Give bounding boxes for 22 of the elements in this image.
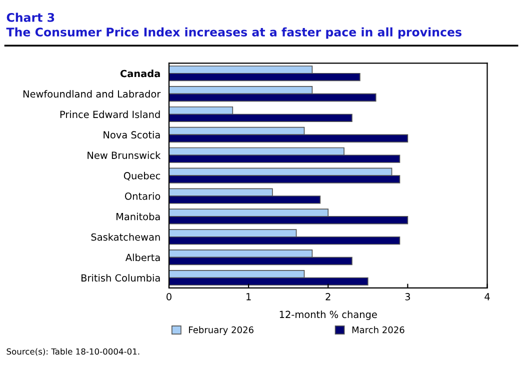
y-tick-label: Canada [120,70,160,78]
y-tick-label: Prince Edward Island [60,110,160,118]
y-tick-label: Saskatchewan [91,233,160,241]
x-tick-label: 4 [484,293,490,300]
chart-subtitle: The Consumer Price Index increases at a faster pace in all provinces [6,27,462,39]
x-tick-label: 3 [405,293,410,300]
y-tick-label: British Columbia [82,274,160,282]
x-tick-label: 0 [166,293,172,300]
y-tick-label: Newfoundland and Labrador [23,90,161,98]
x-axis-title: 12-month % change [280,310,377,320]
y-tick-label: Ontario [124,192,160,200]
legend-label: February 2026 [189,326,254,335]
y-tick-label: New Brunswick [88,151,161,159]
source-note: Source(s): Table 18-10-0004-01. [6,348,140,356]
y-tick-label: Nova Scotia [104,130,160,139]
legend-label: March 2026 [352,326,404,334]
y-tick-label: Alberta [125,254,160,262]
x-tick-label: 1 [246,293,251,300]
text: Chart 3 [6,12,54,22]
x-tick-label: 2 [326,293,330,300]
y-tick-label: Manitoba [116,212,160,220]
y-tick-label: Quebec [124,172,160,181]
